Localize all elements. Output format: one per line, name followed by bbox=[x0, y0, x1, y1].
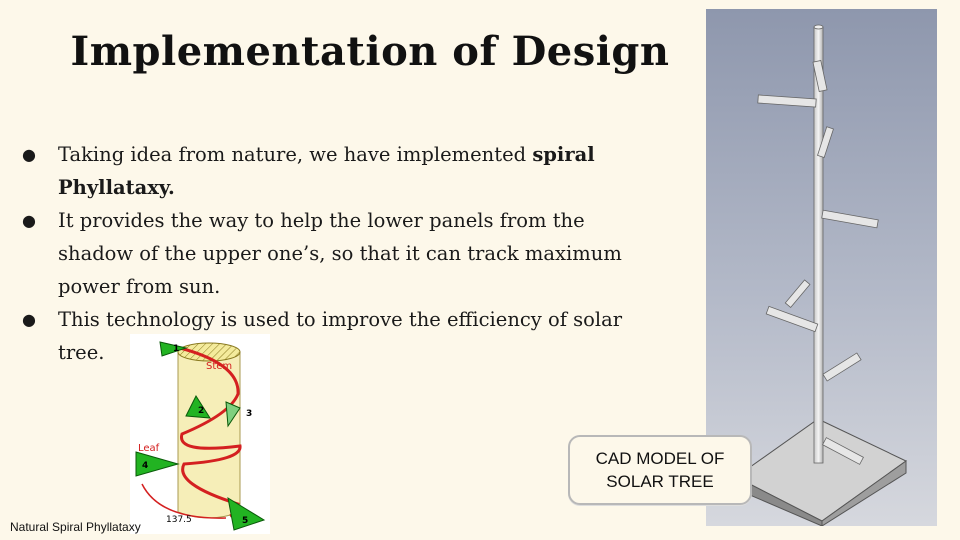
angle-arc bbox=[141, 483, 227, 519]
bullet-bold-text: spiral Phyllataxy. bbox=[58, 143, 595, 199]
leaf-number-4: 4 bbox=[142, 461, 148, 471]
bullet-item: ● Taking idea from nature, we have imple… bbox=[22, 138, 662, 204]
cad-pole-top bbox=[813, 24, 824, 30]
cad-arm bbox=[817, 126, 834, 159]
cad-arm bbox=[784, 279, 811, 308]
cad-arm bbox=[821, 209, 879, 229]
cad-arms bbox=[757, 60, 879, 465]
bullet-dot: ● bbox=[22, 145, 36, 164]
stem-label: Stem bbox=[206, 361, 232, 372]
leaf-2-icon bbox=[185, 394, 211, 419]
cad-arm bbox=[765, 305, 819, 333]
bullet-dot: ● bbox=[22, 211, 36, 230]
bullet-text: Taking idea from nature, we have impleme… bbox=[58, 143, 533, 166]
cad-arm bbox=[822, 437, 864, 465]
leaf-number-3: 3 bbox=[246, 409, 252, 419]
cad-model-label: CAD MODEL OF SOLAR TREE bbox=[568, 435, 752, 505]
bullet-item: ● This technology is used to improve the… bbox=[22, 303, 662, 369]
bullet-text: This technology is used to improve the e… bbox=[58, 308, 623, 364]
diagram-caption: Natural Spiral Phyllataxy bbox=[10, 520, 141, 534]
bullet-item: ● It provides the way to help the lower … bbox=[22, 204, 662, 303]
leaf-3-icon bbox=[225, 401, 241, 428]
cad-arm bbox=[812, 60, 828, 92]
phyllotaxy-diagram: Stem Leaf 1 2 3 4 5 137.5 bbox=[130, 334, 270, 534]
angle-label: 137.5 bbox=[166, 515, 192, 525]
leaf-number-5: 5 bbox=[242, 516, 248, 526]
leaf-4-icon bbox=[135, 451, 180, 477]
stem-top bbox=[177, 342, 241, 362]
leaf-number-2: 2 bbox=[198, 406, 204, 416]
leaf-5-icon bbox=[227, 496, 266, 531]
leaf-number-1: 1 bbox=[173, 344, 179, 354]
cad-pole bbox=[813, 26, 824, 464]
slide-title: Implementation of Design bbox=[70, 28, 670, 75]
cad-arm bbox=[822, 352, 862, 382]
cad-arm bbox=[757, 94, 817, 108]
leaf-1-icon bbox=[159, 341, 188, 357]
cad-base-side-right bbox=[821, 460, 907, 526]
bullet-dot: ● bbox=[22, 310, 36, 329]
bullet-text: It provides the way to help the lower pa… bbox=[58, 209, 622, 298]
leaf-label: Leaf bbox=[138, 443, 160, 454]
bullet-list: ● Taking idea from nature, we have imple… bbox=[22, 138, 662, 369]
